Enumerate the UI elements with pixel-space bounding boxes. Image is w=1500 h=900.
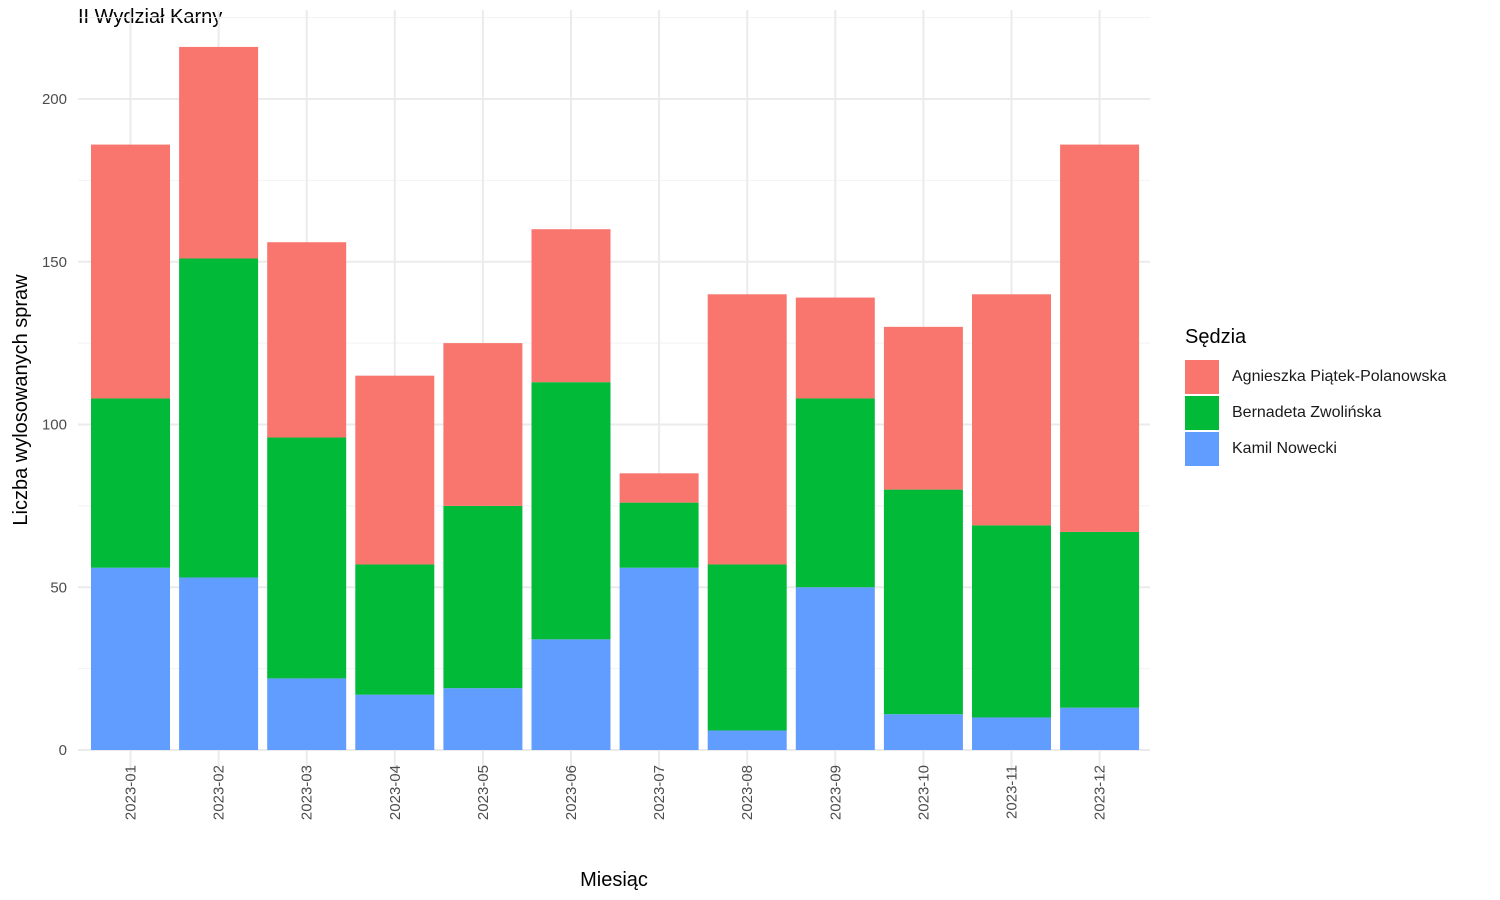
legend-key <box>1185 396 1219 430</box>
bar-segment <box>443 343 523 506</box>
bar-segment <box>972 717 1051 750</box>
legend-label: Kamil Nowecki <box>1232 440 1337 457</box>
bar-segment <box>267 437 347 679</box>
bar-segment <box>179 577 259 750</box>
bar-segment <box>179 258 259 578</box>
bar-segment <box>795 297 875 399</box>
chart-title: II Wydział Karny <box>78 6 223 28</box>
bar-segment <box>795 587 875 750</box>
y-tick-label: 100 <box>42 417 67 434</box>
legend-key <box>1185 360 1219 394</box>
bar-segment <box>619 473 699 503</box>
x-tick-label: 2023-03 <box>299 765 316 820</box>
bar-segment <box>531 229 611 383</box>
x-tick-label: 2023-06 <box>563 765 580 820</box>
bar-segment <box>1060 531 1140 708</box>
bar-segment <box>91 144 170 399</box>
x-tick-label: 2023-08 <box>739 765 756 820</box>
bar-segment <box>972 525 1051 718</box>
bar-segment <box>91 567 170 750</box>
bar-segment <box>883 489 963 715</box>
bar-segment <box>443 688 523 750</box>
legend-item: Bernadeta Zwolińska <box>1185 395 1446 431</box>
y-tick-labels: 0 50 100 150 200 <box>42 91 67 759</box>
bar-segment <box>1060 707 1140 750</box>
bar-segment <box>972 294 1051 526</box>
x-tick-labels: 2023-01 2023-02 2023-03 2023-04 2023-05 2023-… <box>123 765 1109 820</box>
x-axis-title: Miesiąc <box>580 869 648 891</box>
legend-item: Kamil Nowecki <box>1185 431 1446 467</box>
bar-segment <box>267 242 347 438</box>
legend-key <box>1185 432 1219 466</box>
x-tick-label: 2023-09 <box>827 765 844 820</box>
bar-segment <box>91 398 170 568</box>
bar-segment <box>355 375 435 565</box>
bar-segment <box>619 567 699 750</box>
bar-segment <box>883 714 963 750</box>
legend-items: Agnieszka Piątek-Polanowska Bernadeta Zwo… <box>1185 359 1446 467</box>
bar-segment <box>355 564 435 695</box>
legend-label: Bernadeta Zwolińska <box>1232 404 1382 421</box>
bar-segment <box>707 730 787 750</box>
bar-segment <box>443 505 523 689</box>
x-tick-label: 2023-05 <box>475 765 492 820</box>
bar-segment <box>267 678 347 750</box>
y-axis-title: Liczba wylosowanych spraw <box>10 274 32 526</box>
bar-segment <box>707 294 787 565</box>
legend: Sędzia Agnieszka Piątek-Polanowska Bernad… <box>1185 326 1446 467</box>
x-tick-label: 2023-01 <box>123 765 140 820</box>
y-tick-label: 50 <box>50 579 67 596</box>
bar-segment <box>355 694 435 750</box>
legend-title: Sędzia <box>1185 326 1247 348</box>
legend-item: Agnieszka Piątek-Polanowska <box>1185 359 1446 395</box>
x-tick-label: 2023-07 <box>651 765 668 820</box>
legend-label: Agnieszka Piątek-Polanowska <box>1232 368 1447 385</box>
y-tick-label: 150 <box>42 254 67 271</box>
bar-segment <box>619 502 699 568</box>
bar-segment <box>795 398 875 588</box>
x-tick-label: 2023-12 <box>1092 765 1109 820</box>
bar-segment <box>883 326 963 490</box>
y-tick-label: 0 <box>59 742 67 759</box>
bars <box>91 46 1140 750</box>
bar-segment <box>1060 144 1140 532</box>
y-tick-label: 200 <box>42 91 67 108</box>
bar-segment <box>531 639 611 750</box>
bar-segment <box>179 46 259 259</box>
x-tick-label: 2023-02 <box>211 765 228 820</box>
bar-segment <box>707 564 787 731</box>
bar-segment <box>531 382 611 640</box>
x-tick-label: 2023-11 <box>1004 765 1021 819</box>
x-tick-label: 2023-04 <box>387 765 404 820</box>
x-tick-label: 2023-10 <box>915 765 932 820</box>
